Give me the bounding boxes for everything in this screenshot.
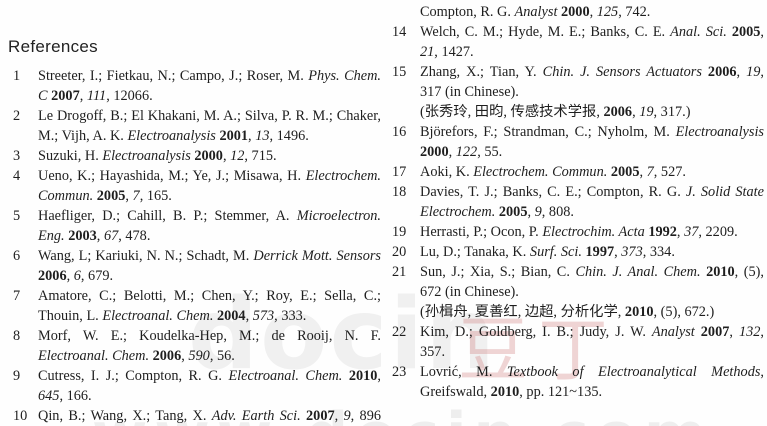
reference-item: 18 Davies, T. J.; Banks, C. E.; Compton, … [387,182,764,222]
reference-number: 4 [13,168,21,184]
reference-text: Haefliger, D.; Cahill, B. P.; Stemmer, A… [38,208,381,244]
references-column-left: 1 Streeter, I.; Fietkau, N.; Campo, J.; R… [8,66,381,426]
reference-item: 22 Kim, D.; Goldberg, I. B.; Judy, J. W. … [387,322,764,362]
reference-item: 4 Ueno, K.; Hayashida, M.; Ye, J.; Misawa… [8,166,381,206]
reference-number: 6 [13,248,21,264]
reference-number: 22 [392,324,407,340]
reference-text: Suzuki, H. Electroanalysis 2000, 12, 715… [38,148,277,164]
reference-item: 14 Welch, C. M.; Hyde, M. E.; Banks, C. E… [387,22,764,62]
reference-item: 21 Sun, J.; Xia, S.; Bian, C. Chin. J. An… [387,262,764,322]
references-column-right: Compton, R. G. Analyst 2000, 125, 742. 14… [387,2,764,402]
reference-text: Le Drogoff, B.; El Khakani, M. A.; Silva… [38,108,381,144]
reference-text: Amatore, C.; Belotti, M.; Chen, Y.; Roy,… [38,288,381,324]
reference-text: Zhang, X.; Tian, Y. Chin. J. Sensors Act… [420,64,764,120]
reference-text: Davies, T. J.; Banks, C. E.; Compton, R.… [420,184,764,220]
reference-text: Kim, D.; Goldberg, I. B.; Judy, J. W. An… [420,324,764,360]
reference-text: Björefors, F.; Strandman, C.; Nyholm, M.… [420,124,764,160]
reference-text: Qin, B.; Wang, X.; Tang, X. Adv. Earth S… [38,408,381,424]
reference-text: Wang, L; Kariuki, N. N.; Schadt, M. Derr… [38,248,381,284]
reference-text: Streeter, I.; Fietkau, N.; Campo, J.; Ro… [38,68,382,104]
reference-text: Cutress, I. J.; Compton, R. G. Electroan… [38,368,381,404]
reference-number: 3 [13,148,21,164]
reference-item: 17 Aoki, K. Electrochem. Commun. 2005, 7,… [387,162,764,182]
reference-item: Compton, R. G. Analyst 2000, 125, 742. [387,2,764,22]
reference-text: Lovrić, M. Textbook of Electroanalytical… [420,364,764,400]
reference-item: 3 Suzuki, H. Electroanalysis 2000, 12, 71… [8,146,381,166]
reference-text: Ueno, K.; Hayashida, M.; Ye, J.; Misawa,… [38,168,381,204]
reference-number: 10 [13,408,28,424]
reference-number: 1 [13,68,21,84]
reference-number: 16 [392,124,407,140]
reference-item: 16 Björefors, F.; Strandman, C.; Nyholm, … [387,122,764,162]
reference-number: 19 [392,224,407,240]
reference-text: Sun, J.; Xia, S.; Bian, C. Chin. J. Anal… [420,264,765,320]
reference-number: 21 [392,264,407,280]
reference-text: Lu, D.; Tanaka, K. Surf. Sci. 1997, 373,… [420,244,675,260]
reference-text: Aoki, K. Electrochem. Commun. 2005, 7, 5… [420,164,686,180]
reference-item: 10 Qin, B.; Wang, X.; Tang, X. Adv. Earth… [8,406,381,426]
reference-item: 1 Streeter, I.; Fietkau, N.; Campo, J.; R… [8,66,381,106]
reference-item: 20 Lu, D.; Tanaka, K. Surf. Sci. 1997, 37… [387,242,764,262]
reference-item: 15 Zhang, X.; Tian, Y. Chin. J. Sensors A… [387,62,764,122]
reference-item: 23 Lovrić, M. Textbook of Electroanalytic… [387,362,764,402]
references-heading: References [8,37,98,57]
reference-number: 7 [13,288,21,304]
reference-item: 9 Cutress, I. J.; Compton, R. G. Electroa… [8,366,381,406]
reference-item: 8 Morf, W. E.; Koudelka-Hep, M.; de Rooij… [8,326,381,366]
reference-number: 23 [392,364,407,380]
reference-item: 19 Herrasti, P.; Ocon, P. Electrochim. Ac… [387,222,764,242]
reference-item: 2 Le Drogoff, B.; El Khakani, M. A.; Silv… [8,106,381,146]
reference-number: 20 [392,244,407,260]
reference-number: 15 [392,64,407,80]
reference-number: 8 [13,328,21,344]
reference-number: 2 [13,108,21,124]
reference-item: 5 Haefliger, D.; Cahill, B. P.; Stemmer, … [8,206,381,246]
reference-text: Morf, W. E.; Koudelka-Hep, M.; de Rooij,… [38,328,381,364]
reference-text: Welch, C. M.; Hyde, M. E.; Banks, C. E. … [420,24,764,60]
reference-number: 14 [392,24,407,40]
reference-item: 7 Amatore, C.; Belotti, M.; Chen, Y.; Roy… [8,286,381,326]
reference-text: Herrasti, P.; Ocon, P. Electrochim. Acta… [420,224,738,240]
reference-number: 18 [392,184,407,200]
reference-number: 17 [392,164,407,180]
reference-item: 6 Wang, L; Kariuki, N. N.; Schadt, M. Der… [8,246,381,286]
reference-number: 5 [13,208,21,224]
reference-number: 9 [13,368,21,384]
reference-text: Compton, R. G. Analyst 2000, 125, 742. [420,4,651,20]
